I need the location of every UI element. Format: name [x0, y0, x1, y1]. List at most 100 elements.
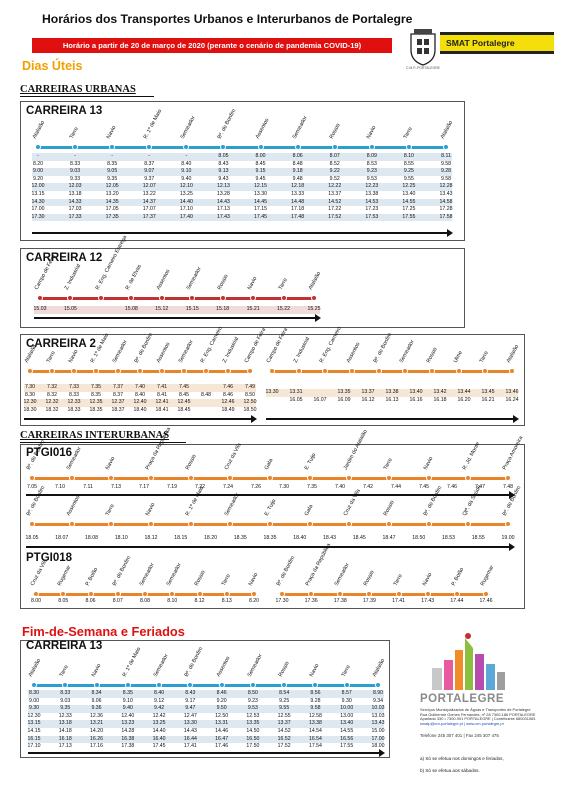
stop-dot — [29, 475, 35, 481]
route-line — [34, 684, 378, 687]
time-cell: 8.33 — [68, 391, 80, 398]
time-cell: 12.18 — [291, 183, 305, 190]
time-cell: 7.40 — [134, 384, 146, 390]
time-cell: 13.38 — [308, 720, 322, 727]
time-cell: 7.45 — [178, 384, 190, 390]
table-row — [32, 160, 452, 169]
stop-dot — [49, 368, 55, 374]
time-cell: 12.15 — [254, 183, 268, 190]
route-2-title: CARREIRA 2 — [26, 338, 96, 350]
time-cell: 16.05 — [289, 396, 303, 403]
time-cell: 9.40 — [122, 705, 133, 712]
email-website-link[interactable]: smatp@cm-portalegre.pt | www.cm-portaleg… — [420, 721, 504, 727]
time-cell: 14.43 — [216, 198, 230, 205]
stop-dot — [279, 591, 285, 597]
time-cell: 9.34 — [372, 697, 384, 704]
ptgi018-title: PTGI018 — [26, 552, 73, 564]
time-cell: 14.28 — [121, 728, 135, 734]
time-cell: 13.44 — [457, 389, 471, 395]
stop-dot — [37, 295, 43, 301]
time-cell: 12.28 — [439, 183, 453, 190]
table-row — [32, 213, 452, 222]
time-cell: 18.40 — [293, 535, 307, 541]
city-crest-icon — [410, 29, 436, 66]
time-cell: 13.40 — [402, 191, 416, 197]
time-cell: 8.34 — [91, 690, 102, 696]
table-row — [28, 720, 384, 728]
time-cell: 9.33 — [70, 175, 81, 182]
time-cell: 13.45 — [481, 389, 495, 395]
time-cell: 13.22 — [142, 191, 156, 197]
time-cell: 8.57 — [341, 690, 352, 696]
stop-dot — [220, 144, 227, 150]
stop-dot — [247, 368, 253, 374]
time-cell: 13.25 — [179, 191, 193, 197]
time-cell: 7.19 — [166, 484, 178, 490]
time-cell: 12.50 — [243, 399, 257, 406]
time-cell: - — [37, 153, 39, 159]
time-cell: 8.35 — [107, 160, 118, 167]
time-cell: 17.55 — [340, 743, 354, 750]
time-cell: 8.40 — [154, 690, 165, 696]
time-cell: 18.45 — [177, 406, 191, 413]
time-cell: 17.44 — [450, 598, 464, 604]
stop-dot — [267, 521, 273, 527]
table-row — [24, 384, 256, 392]
time-cell: 16.21 — [481, 396, 495, 403]
time-cell: 8.43 — [218, 160, 229, 167]
direction-arrow — [26, 491, 515, 499]
time-cell: 17.33 — [68, 213, 82, 220]
time-cell: 12.58 — [308, 712, 322, 719]
time-cell: 12.03 — [68, 183, 82, 190]
time-cell: 9.13 — [218, 168, 229, 175]
route-line — [272, 370, 512, 373]
table-row — [32, 153, 452, 161]
time-cell: 12.41 — [155, 399, 169, 406]
stop-dot — [159, 368, 165, 374]
time-cell: 16.38 — [121, 735, 135, 742]
time-cell: 18.40 — [133, 406, 147, 413]
route-13-title: CARREIRA 13 — [26, 105, 103, 117]
time-cell: 17.18 — [291, 206, 305, 213]
stop-dot — [124, 682, 131, 688]
time-cell: 8.41 — [156, 391, 168, 398]
time-cell: 8.10 — [167, 598, 178, 604]
time-cell: 8.37 — [112, 391, 124, 398]
time-cell: 12.35 — [89, 399, 103, 406]
time-cell: 9.48 — [292, 175, 303, 182]
stop-dot — [312, 682, 319, 688]
time-cell: 13.28 — [216, 191, 230, 197]
time-cell: 9.42 — [154, 705, 165, 712]
time-cell: 14.30 — [31, 198, 45, 205]
stop-dot — [128, 295, 135, 301]
time-cell: 13.18 — [58, 720, 72, 727]
time-cell: 12.23 — [365, 183, 379, 190]
table-row — [32, 183, 452, 191]
stop-dot — [189, 295, 196, 301]
portalegre-logo-text: PORTALEGRE — [420, 693, 505, 705]
po-box: Apartado 330 • 7300-901 PORTALEGRE | Con… — [420, 716, 536, 722]
time-cell: 17.36 — [304, 598, 318, 604]
table-row — [266, 396, 518, 405]
stop-dot — [87, 591, 94, 597]
time-cell: 8.33 — [70, 160, 81, 167]
route-line — [282, 593, 486, 596]
stop-dot — [203, 368, 209, 374]
time-cell: 14.52 — [277, 728, 291, 734]
stop-dot — [425, 521, 432, 527]
table-row — [24, 406, 256, 415]
time-cell: 17.52 — [277, 743, 291, 750]
time-cell: - — [111, 153, 114, 159]
stop-dot — [108, 521, 115, 527]
stop-dot — [137, 368, 143, 374]
time-cell: 16.50 — [246, 735, 260, 742]
time-cell: 9.28 — [310, 697, 321, 704]
time-cell: 18.45 — [352, 535, 366, 541]
stop-dot — [187, 521, 194, 527]
time-cell: 9.37 — [144, 175, 155, 182]
time-cell: 8.50 — [247, 690, 258, 696]
time-cell: 18.15 — [174, 535, 188, 541]
stop-dot — [349, 368, 355, 374]
time-cell: 13.46 — [505, 389, 519, 395]
time-cell: 13.35 — [246, 720, 260, 727]
